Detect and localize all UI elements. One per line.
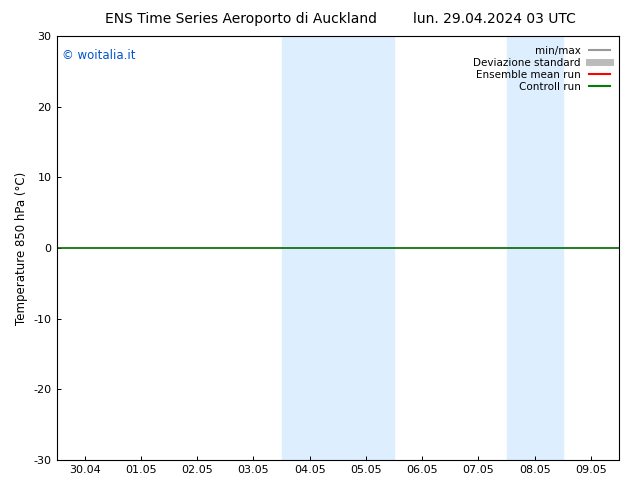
Bar — [507, 36, 563, 460]
Y-axis label: Temperature 850 hPa (°C): Temperature 850 hPa (°C) — [15, 172, 28, 325]
Text: lun. 29.04.2024 03 UTC: lun. 29.04.2024 03 UTC — [413, 12, 576, 26]
Bar — [281, 36, 394, 460]
Text: © woitalia.it: © woitalia.it — [62, 49, 136, 62]
Text: ENS Time Series Aeroporto di Auckland: ENS Time Series Aeroporto di Auckland — [105, 12, 377, 26]
Legend: min/max, Deviazione standard, Ensemble mean run, Controll run: min/max, Deviazione standard, Ensemble m… — [469, 41, 614, 96]
